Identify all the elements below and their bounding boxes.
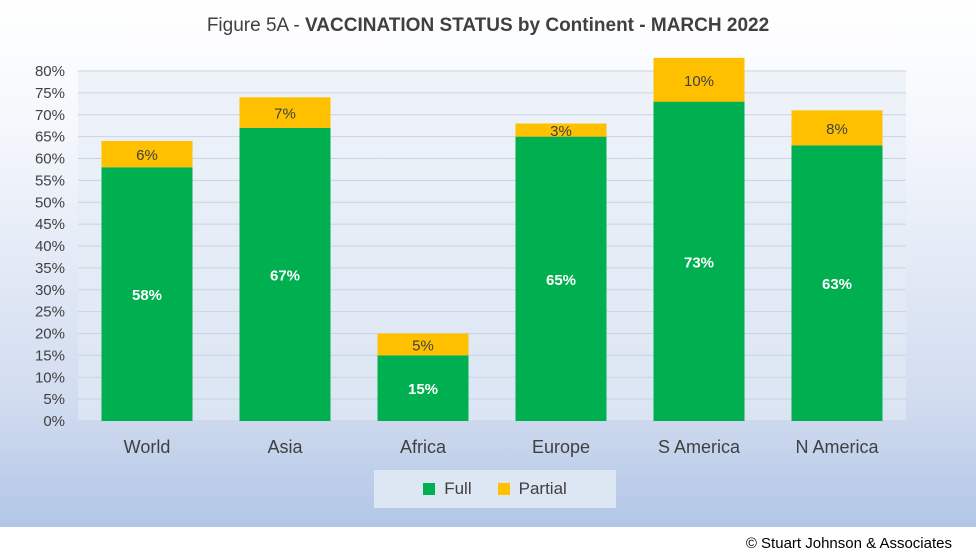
bar-full bbox=[377, 355, 469, 421]
legend-item-full: Full bbox=[423, 479, 472, 499]
x-tick-label: N America bbox=[795, 437, 879, 457]
y-tick-label: 70% bbox=[35, 107, 65, 124]
data-label-full: 73% bbox=[684, 254, 714, 271]
data-label-full: 67% bbox=[270, 267, 300, 284]
y-tick-label: 50% bbox=[35, 194, 65, 211]
bar-full bbox=[515, 136, 607, 421]
data-label-partial: 10% bbox=[684, 73, 714, 90]
chart-title: Figure 5A - VACCINATION STATUS by Contin… bbox=[0, 15, 976, 37]
y-tick-label: 40% bbox=[35, 238, 65, 255]
data-label-partial: 3% bbox=[550, 123, 572, 140]
legend-swatch-partial bbox=[497, 483, 510, 495]
x-tick-label: World bbox=[124, 437, 171, 457]
x-tick-label: Europe bbox=[532, 437, 590, 457]
legend-item-partial: Partial bbox=[497, 479, 567, 499]
bar-partial bbox=[239, 97, 331, 128]
y-tick-label: 75% bbox=[35, 85, 65, 102]
bar-chart: 0% 5% 10% 15% 20% 25% 30% 35% 40% 45% 50% 55% 60% 65%… bbox=[35, 57, 906, 457]
y-tick-label: 55% bbox=[35, 172, 65, 189]
data-label-partial: 6% bbox=[136, 147, 158, 164]
bar-partial bbox=[515, 123, 607, 137]
bar-full bbox=[791, 145, 883, 421]
y-tick-label: 30% bbox=[35, 282, 65, 299]
chart-title-prefix: Figure 5A - bbox=[206, 15, 306, 36]
copyright-text: © Stuart Johnson & Associates bbox=[745, 535, 952, 552]
bar-full bbox=[239, 127, 331, 421]
y-tick-label: 20% bbox=[35, 326, 65, 343]
y-tick-label: 5% bbox=[43, 391, 65, 408]
x-tick-label: S America bbox=[658, 437, 741, 457]
x-tick-label: Asia bbox=[267, 437, 303, 457]
bar-partial bbox=[791, 110, 883, 146]
bar-partial bbox=[101, 141, 193, 168]
data-label-full: 63% bbox=[822, 276, 852, 293]
data-label-partial: 8% bbox=[826, 121, 848, 138]
legend-label-partial: Partial bbox=[518, 479, 567, 498]
legend-swatch-full bbox=[423, 483, 436, 495]
bar-partial bbox=[653, 57, 745, 102]
data-label-full: 65% bbox=[546, 272, 576, 289]
y-tick-label: 10% bbox=[35, 369, 65, 386]
legend-label-full: Full bbox=[444, 479, 472, 498]
y-tick-label: 25% bbox=[35, 304, 65, 321]
data-label-full: 58% bbox=[132, 287, 162, 304]
chart-title-main: VACCINATION STATUS by Continent - MARCH … bbox=[305, 15, 770, 36]
bar-partial bbox=[377, 333, 469, 356]
y-tick-label: 80% bbox=[35, 63, 65, 80]
data-label-full: 15% bbox=[408, 381, 438, 398]
y-tick-label: 60% bbox=[35, 151, 65, 168]
y-tick-label: 45% bbox=[35, 216, 65, 233]
y-tick-label: 65% bbox=[35, 129, 65, 146]
y-tick-label: 15% bbox=[35, 347, 65, 364]
y-tick-label: 35% bbox=[35, 260, 65, 277]
data-label-partial: 7% bbox=[274, 106, 296, 123]
data-label-partial: 5% bbox=[412, 337, 434, 354]
legend: Full Partial bbox=[374, 470, 616, 508]
x-tick-label: Africa bbox=[400, 437, 447, 457]
bar-full bbox=[653, 101, 745, 421]
bar-full bbox=[101, 167, 193, 421]
y-tick-label: 0% bbox=[43, 413, 65, 430]
